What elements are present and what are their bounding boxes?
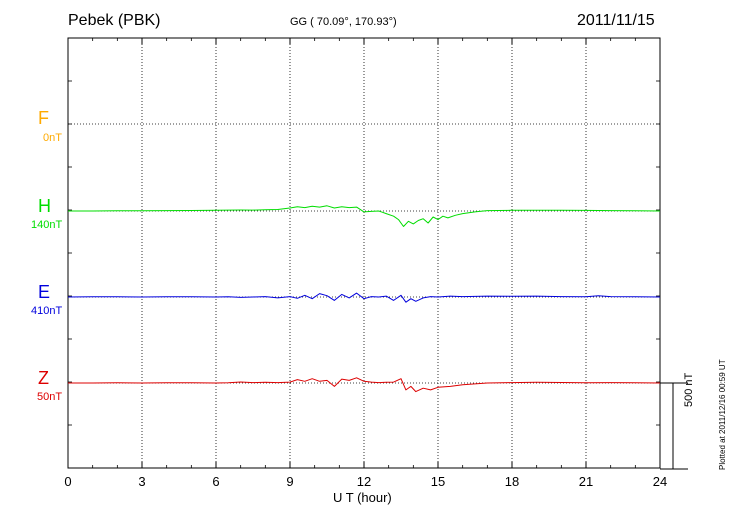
- series-label-z: Z: [38, 368, 49, 388]
- x-tick-label: 21: [579, 474, 593, 489]
- plotted-timestamp: Plotted at 2011/12/16 00:59 UT: [718, 359, 727, 470]
- series-scale-e: 410nT: [31, 305, 63, 317]
- x-tick-label: 12: [357, 474, 371, 489]
- x-tick-label: 0: [64, 474, 71, 489]
- series-line-h: [68, 205, 661, 227]
- x-tick-label: 6: [212, 474, 219, 489]
- x-tick-label: 18: [505, 474, 519, 489]
- x-tick-label: 15: [431, 474, 445, 489]
- series-label-e: E: [38, 282, 51, 302]
- series-scale-z: 50nT: [37, 391, 63, 403]
- series-scale-f: 0nT: [43, 132, 62, 144]
- plot-date: 2011/11/15: [577, 12, 655, 29]
- x-axis-label: U T (hour): [333, 490, 392, 505]
- series-label-h: H: [38, 196, 51, 216]
- scale-bar-label: 500 nT: [683, 372, 695, 407]
- x-tick-label: 24: [653, 474, 667, 489]
- series-label-f: F: [38, 108, 49, 128]
- x-tick-label: 9: [286, 474, 293, 489]
- x-tick-label: 3: [138, 474, 145, 489]
- station-name: Pebek (PBK): [68, 12, 161, 29]
- series-line-z: [68, 377, 661, 393]
- series-scale-h: 140nT: [31, 219, 63, 231]
- series-line-e: [67, 292, 661, 303]
- station-coordinates: GG ( 70.09°, 170.93°): [290, 16, 397, 28]
- plot-frame: [67, 37, 661, 469]
